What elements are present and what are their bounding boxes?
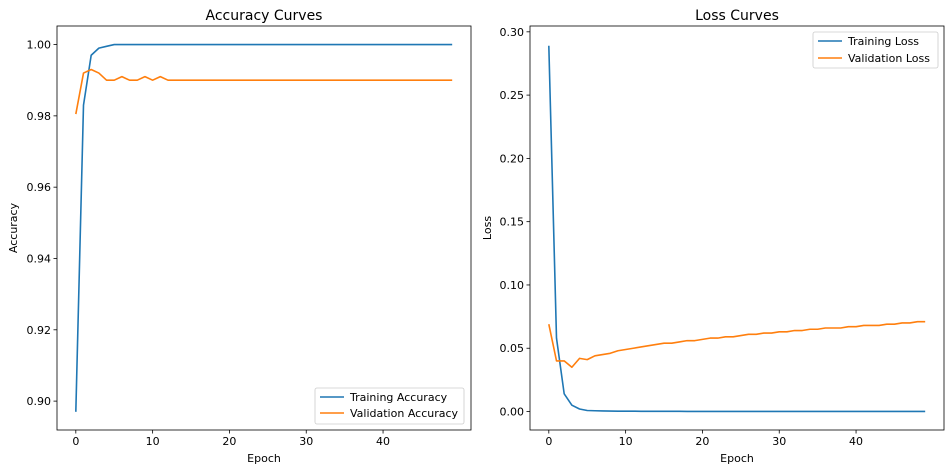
series-line-training-accuracy (75, 43, 453, 412)
legend-label-validation-loss: Validation Loss (848, 52, 930, 65)
y-tick-label: 0.00 (500, 406, 525, 419)
loss-lines (548, 45, 926, 413)
accuracy-y-axis-label: Accuracy (7, 202, 20, 253)
loss-chart: Loss Curves 0 10 20 30 40 0.00 0.05 0.10 0.15 0.2… (481, 8, 945, 465)
loss-chart-title: Loss Curves (695, 8, 779, 24)
y-tick-label: 0.10 (500, 279, 525, 292)
y-tick-label: 0.90 (27, 395, 52, 408)
accuracy-plot-area (57, 26, 471, 430)
accuracy-chart: Accuracy Curves 0 10 20 30 40 0.90 0.92 0.94 0.9… (7, 8, 472, 465)
x-tick-label: 30 (772, 435, 786, 448)
x-tick-label: 10 (146, 435, 160, 448)
y-tick-label: 0.98 (27, 110, 52, 123)
loss-x-axis-label: Epoch (720, 452, 754, 465)
accuracy-ticks: 0 10 20 30 40 0.90 0.92 0.94 0.96 0.98 1.00 (27, 39, 391, 448)
accuracy-plot-frame (56, 25, 472, 431)
accuracy-chart-title: Accuracy Curves (206, 8, 323, 24)
y-tick-label: 0.92 (27, 324, 52, 337)
x-tick-label: 10 (619, 435, 633, 448)
x-tick-label: 40 (376, 435, 390, 448)
y-tick-label: 0.15 (500, 216, 525, 229)
loss-legend: Training Loss Validation Loss (812, 31, 939, 69)
loss-ticks: 0 10 20 30 40 0.00 0.05 0.10 0.15 0.20 0.25 0.30 (500, 26, 864, 448)
accuracy-legend-frame (314, 387, 465, 425)
x-tick-label: 30 (299, 435, 313, 448)
accuracy-legend: Training Accuracy Validation Accuracy (314, 387, 465, 425)
series-line-validation-loss (548, 320, 926, 369)
x-tick-label: 0 (72, 435, 79, 448)
y-tick-label: 0.94 (27, 252, 52, 265)
x-tick-label: 40 (849, 435, 863, 448)
loss-legend-frame (812, 31, 939, 69)
y-tick-label: 0.30 (500, 26, 525, 39)
series-line-training-loss (548, 45, 926, 413)
legend-label-training-accuracy: Training Accuracy (349, 391, 448, 404)
y-tick-label: 0.05 (500, 342, 525, 355)
series-line-validation-accuracy (75, 68, 453, 115)
accuracy-x-axis-label: Epoch (247, 452, 281, 465)
loss-plot-frame (529, 25, 945, 431)
y-tick-label: 1.00 (27, 39, 52, 52)
loss-plot-area (530, 26, 944, 430)
legend-label-validation-accuracy: Validation Accuracy (350, 407, 459, 420)
legend-label-training-loss: Training Loss (847, 35, 919, 48)
y-tick-label: 0.96 (27, 181, 52, 194)
accuracy-lines (75, 43, 453, 412)
x-tick-label: 20 (222, 435, 236, 448)
y-tick-label: 0.25 (500, 89, 525, 102)
x-tick-label: 0 (545, 435, 552, 448)
loss-y-axis-label: Loss (481, 216, 494, 240)
x-tick-label: 20 (695, 435, 709, 448)
y-tick-label: 0.20 (500, 152, 525, 165)
